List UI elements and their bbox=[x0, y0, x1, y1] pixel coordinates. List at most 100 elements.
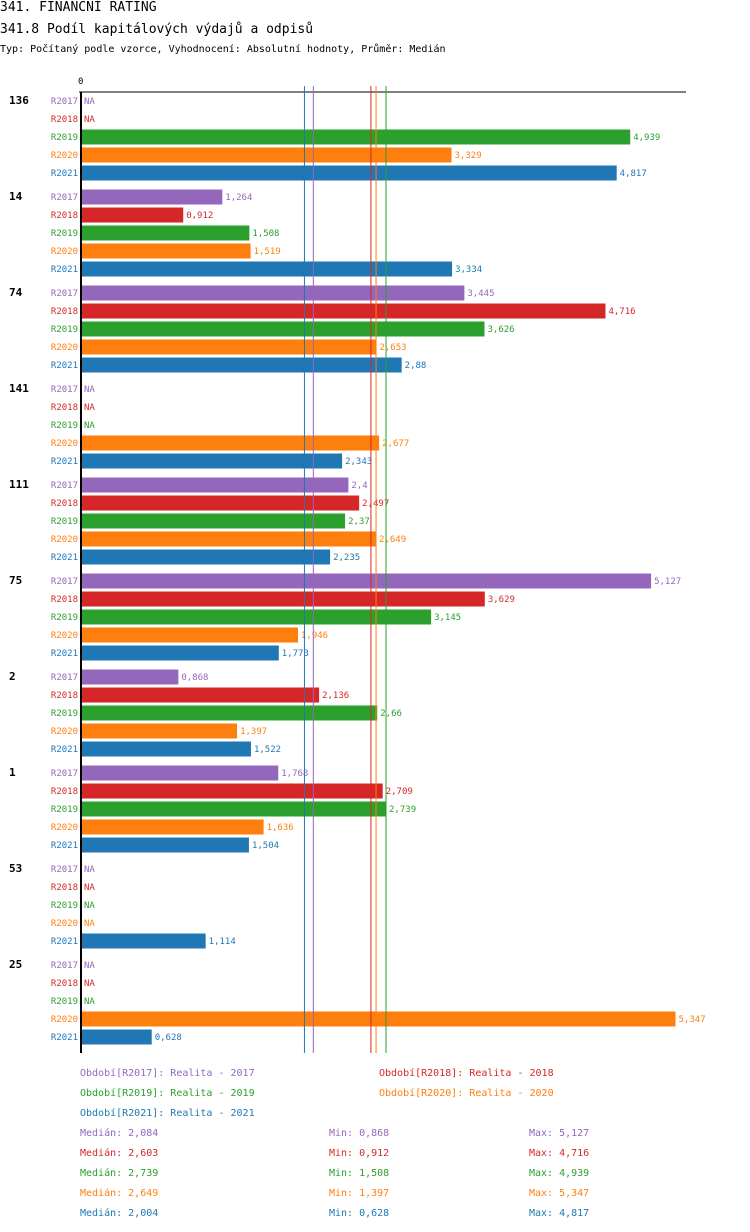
bar bbox=[82, 207, 184, 223]
bar bbox=[82, 627, 299, 643]
legend-entry: Období[R2019]: Realita - 2019 bbox=[80, 1088, 255, 1099]
bar bbox=[82, 609, 432, 625]
bar bbox=[82, 303, 606, 319]
series-label: R2020 bbox=[51, 631, 78, 641]
value-label: 2,4 bbox=[351, 481, 367, 491]
value-label: 3,629 bbox=[488, 595, 515, 605]
legend-entry: Období[R2017]: Realita - 2017 bbox=[80, 1068, 255, 1079]
series-label: R2020 bbox=[51, 247, 78, 257]
value-label: 3,334 bbox=[455, 265, 482, 275]
stat-median: Medián: 2,603 bbox=[80, 1148, 159, 1159]
series-label: R2017 bbox=[51, 481, 78, 491]
value-label: 2,739 bbox=[389, 805, 416, 815]
bar bbox=[82, 165, 617, 181]
value-label: 3,626 bbox=[487, 325, 514, 335]
bar bbox=[82, 669, 179, 685]
series-label: R2017 bbox=[51, 193, 78, 203]
value-label: 1,522 bbox=[254, 745, 281, 755]
series-label: R2019 bbox=[51, 421, 78, 431]
stat-min: Min: 0,628 bbox=[329, 1208, 390, 1219]
bar bbox=[82, 645, 279, 661]
series-label: R2017 bbox=[51, 769, 78, 779]
value-label: 2,649 bbox=[379, 535, 406, 545]
bar bbox=[82, 591, 485, 607]
series-label: R2020 bbox=[51, 343, 78, 353]
stat-max: Max: 4,939 bbox=[529, 1168, 590, 1179]
value-label: 2,709 bbox=[386, 787, 413, 797]
value-label: 1,768 bbox=[281, 769, 308, 779]
bar bbox=[82, 129, 631, 145]
bar bbox=[82, 225, 250, 241]
bar bbox=[82, 261, 453, 277]
stat-min: Min: 0,868 bbox=[329, 1128, 390, 1139]
group-label: 14 bbox=[9, 190, 23, 203]
series-label: R2017 bbox=[51, 289, 78, 299]
series-label: R2019 bbox=[51, 709, 78, 719]
series-label: R2017 bbox=[51, 673, 78, 683]
series-label: R2021 bbox=[51, 649, 78, 659]
series-label: R2018 bbox=[51, 691, 78, 701]
series-label: R2017 bbox=[51, 385, 78, 395]
stat-max: Max: 4,817 bbox=[529, 1208, 590, 1219]
value-label: 2,88 bbox=[405, 361, 427, 371]
series-label: R2019 bbox=[51, 517, 78, 527]
value-label: 0,868 bbox=[181, 673, 208, 683]
na-label: NA bbox=[84, 979, 95, 989]
series-label: R2021 bbox=[51, 457, 78, 467]
series-label: R2019 bbox=[51, 325, 78, 335]
value-label: 2,136 bbox=[322, 691, 349, 701]
series-label: R2018 bbox=[51, 307, 78, 317]
series-label: R2021 bbox=[51, 265, 78, 275]
bar bbox=[82, 513, 346, 529]
stat-median: Medián: 2,739 bbox=[80, 1168, 159, 1179]
series-label: R2019 bbox=[51, 901, 78, 911]
bar bbox=[82, 531, 377, 547]
stat-median: Medián: 2,084 bbox=[80, 1128, 159, 1139]
value-label: 1,397 bbox=[240, 727, 267, 737]
bar bbox=[82, 189, 223, 205]
bar bbox=[82, 765, 279, 781]
series-label: R2019 bbox=[51, 133, 78, 143]
bar bbox=[82, 837, 249, 853]
series-label: R2018 bbox=[51, 883, 78, 893]
value-label: 4,817 bbox=[620, 169, 647, 179]
series-label: R2020 bbox=[51, 823, 78, 833]
stat-max: Max: 5,127 bbox=[529, 1128, 590, 1139]
series-label: R2018 bbox=[51, 595, 78, 605]
value-label: 2,343 bbox=[345, 457, 372, 467]
group-label: 74 bbox=[9, 286, 23, 299]
legend-entry: Období[R2020]: Realita - 2020 bbox=[379, 1088, 554, 1099]
group-label: 2 bbox=[9, 670, 16, 683]
series-label: R2017 bbox=[51, 865, 78, 875]
na-label: NA bbox=[84, 883, 95, 893]
bar bbox=[82, 243, 251, 259]
value-label: 2,235 bbox=[333, 553, 360, 563]
value-label: 4,939 bbox=[633, 133, 660, 143]
value-label: 1,636 bbox=[267, 823, 294, 833]
series-label: R2019 bbox=[51, 997, 78, 1007]
bar bbox=[82, 723, 238, 739]
value-label: 2,653 bbox=[379, 343, 406, 353]
bar bbox=[82, 705, 378, 721]
series-label: R2019 bbox=[51, 805, 78, 815]
series-label: R2020 bbox=[51, 1015, 78, 1025]
na-label: NA bbox=[84, 421, 95, 431]
bar bbox=[82, 933, 206, 949]
value-label: 2,677 bbox=[382, 439, 409, 449]
stat-min: Min: 0,912 bbox=[329, 1148, 390, 1159]
bar bbox=[82, 453, 343, 469]
chart-title: 341.8 Podíl kapitálových výdajů a odpisů bbox=[0, 22, 314, 37]
na-label: NA bbox=[84, 961, 95, 971]
bar bbox=[82, 477, 349, 493]
series-label: R2017 bbox=[51, 577, 78, 587]
chart-info: Typ: Počítaný podle vzorce, Vyhodnocení:… bbox=[0, 44, 446, 55]
bar bbox=[82, 687, 320, 703]
bar bbox=[82, 147, 452, 163]
bar bbox=[82, 819, 264, 835]
legend-entry: Období[R2018]: Realita - 2018 bbox=[379, 1068, 554, 1079]
bar bbox=[82, 801, 387, 817]
series-label: R2021 bbox=[51, 745, 78, 755]
group-label: 53 bbox=[9, 862, 22, 875]
stat-median: Medián: 2,004 bbox=[80, 1208, 159, 1219]
group-label: 1 bbox=[9, 766, 16, 779]
